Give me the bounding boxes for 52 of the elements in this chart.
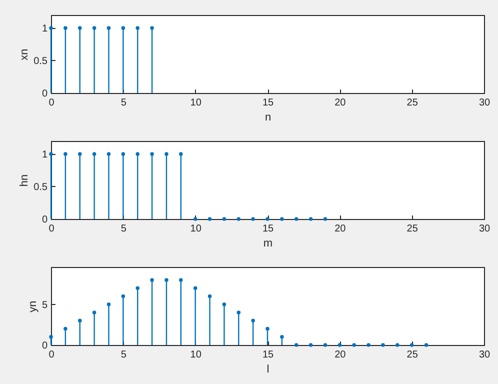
- x-tick-label: 25: [406, 224, 418, 234]
- y-tick-label: 1: [42, 24, 48, 34]
- x-tick-label: 0: [48, 224, 55, 234]
- y-tick-label: 1: [42, 150, 48, 160]
- x-axis-title: n: [264, 112, 272, 124]
- point: [266, 326, 270, 331]
- x-tick-label: 10: [190, 98, 202, 108]
- x-tick-label: 10: [190, 224, 202, 234]
- x-tick-label: 5: [120, 350, 127, 360]
- y-axis-title: yn: [26, 300, 39, 312]
- x-tick-label: 5: [120, 224, 127, 234]
- point: [121, 294, 126, 298]
- point: [222, 302, 226, 306]
- x-tick-label: 25: [406, 98, 418, 108]
- x-tick-label: 0: [48, 98, 55, 108]
- point: [164, 278, 168, 282]
- y-tick-label: 0: [42, 88, 48, 100]
- point: [280, 335, 284, 339]
- point: [92, 310, 96, 314]
- point: [251, 318, 255, 322]
- x-tick-label: 25: [406, 350, 418, 360]
- y-tick-label: 0: [42, 340, 48, 352]
- x-tick-label: 30: [478, 350, 490, 360]
- x-tick-label: 15: [262, 224, 274, 234]
- x-tick-label: 20: [334, 350, 346, 360]
- x-axis-title: l: [266, 364, 270, 376]
- point: [136, 286, 140, 290]
- x-tick-label: 15: [262, 98, 274, 108]
- x-tick-label: 5: [120, 98, 127, 108]
- point: [236, 310, 241, 314]
- point: [106, 302, 111, 306]
- x-tick-label: 15: [262, 350, 274, 360]
- point: [150, 278, 154, 282]
- y-tick-label: 0: [42, 214, 48, 226]
- point: [49, 335, 53, 339]
- y-axis-title: hn: [18, 174, 31, 187]
- point: [78, 318, 82, 322]
- point: [208, 294, 212, 298]
- y-tick-label: 0.5: [34, 56, 48, 67]
- x-tick-label: 10: [190, 350, 202, 360]
- x-tick-label: 20: [334, 98, 346, 108]
- y-axis-title: xn: [18, 48, 31, 60]
- x-axis-title: m: [263, 238, 273, 250]
- x-tick-label: 30: [478, 98, 490, 108]
- point: [64, 326, 68, 331]
- y-tick-label: 5: [42, 300, 48, 311]
- x-tick-label: 20: [334, 224, 346, 234]
- x-tick-label: 0: [48, 350, 55, 360]
- point: [193, 286, 198, 290]
- y-tick-label: 0.5: [34, 182, 48, 193]
- x-tick-label: 30: [478, 224, 490, 234]
- point: [179, 278, 183, 282]
